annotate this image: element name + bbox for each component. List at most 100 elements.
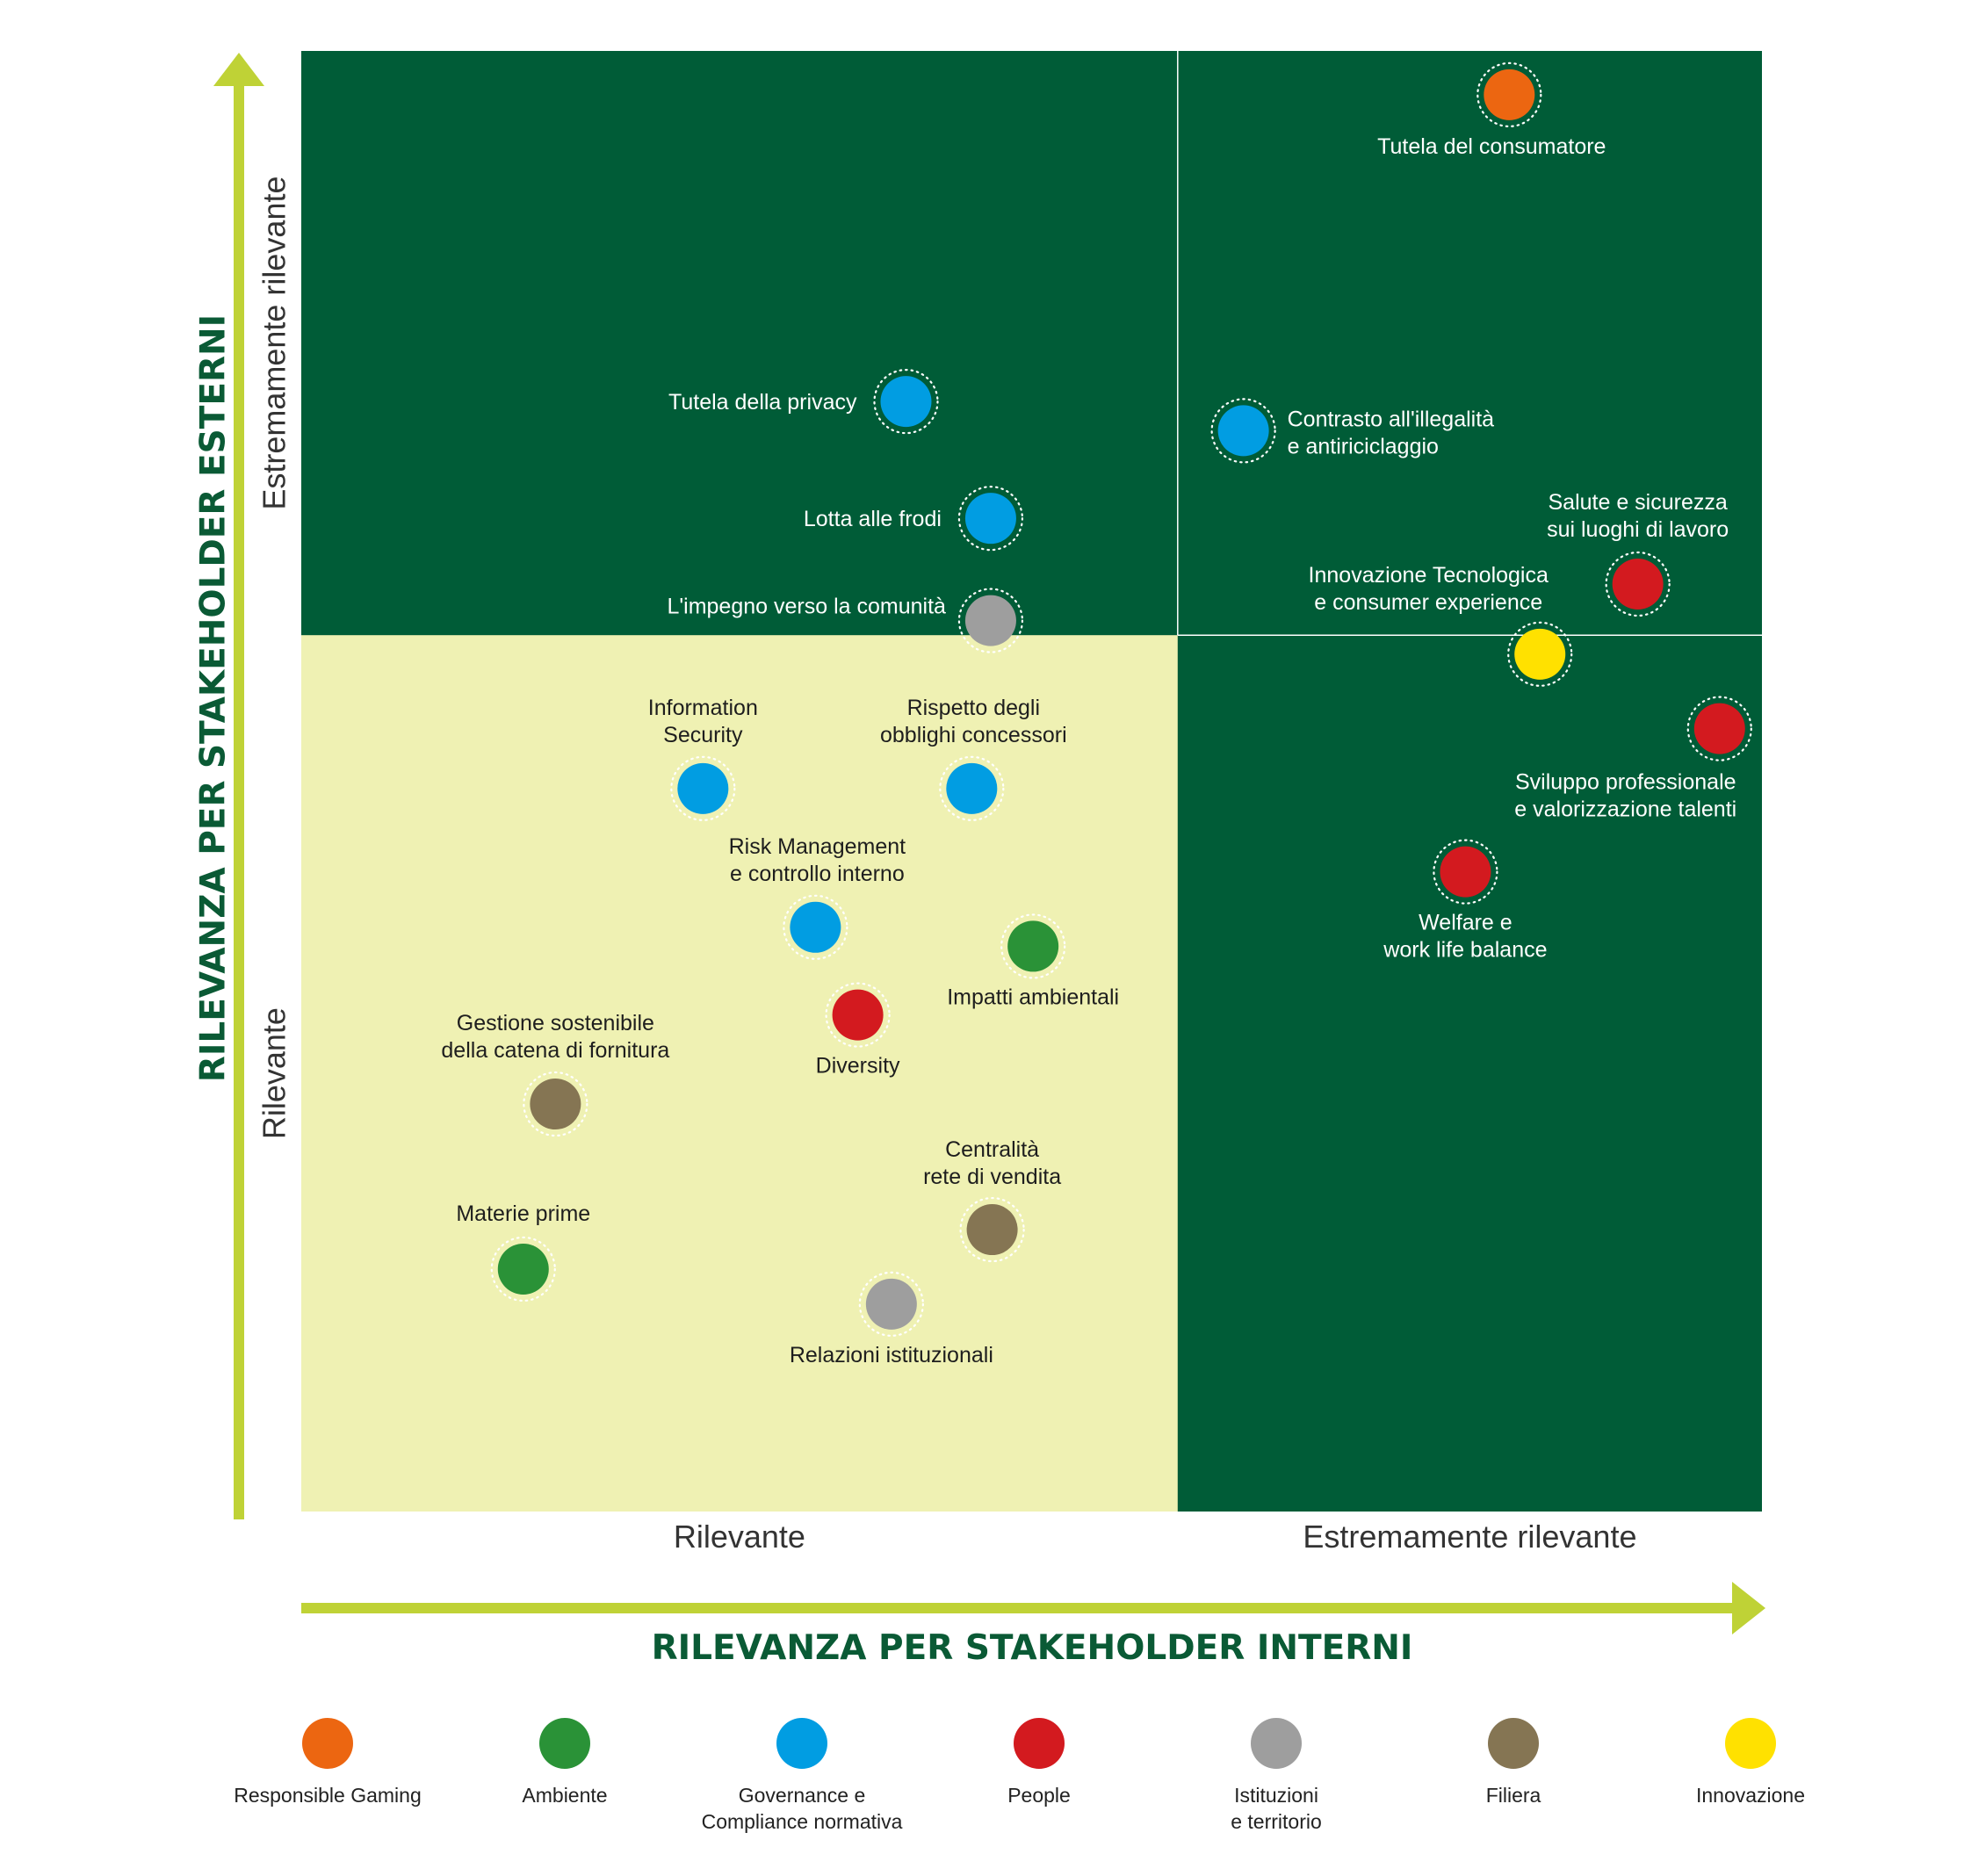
legend-item: Governance e Compliance normativa (702, 1718, 903, 1833)
legend-label-line: Innovazione (1696, 1784, 1805, 1807)
data-point-label-line: Centralità (945, 1137, 1039, 1162)
data-point-halo (1686, 696, 1752, 761)
data-point-halo (858, 1271, 924, 1337)
data-point-dot (1007, 920, 1059, 972)
data-point (957, 588, 1024, 653)
data-point (1210, 398, 1276, 464)
legend-label-line: Responsible Gaming (234, 1784, 422, 1807)
data-point-label-line: obblighi concessori (880, 723, 1067, 747)
legend-label-line: Compliance normativa (702, 1810, 903, 1833)
data-point-dot (1514, 628, 1566, 680)
data-point-label-line: Rispetto degli (907, 696, 1040, 720)
legend-label: Responsible Gaming (234, 1784, 422, 1807)
data-point-dot (1693, 703, 1745, 754)
legend-swatch (1725, 1718, 1776, 1769)
y-axis-arrow-shaft (234, 79, 244, 1519)
data-point-label: Tutela del consumatore (1377, 134, 1606, 159)
data-point-halo (670, 755, 736, 821)
x-axis-arrow-shaft (301, 1603, 1742, 1613)
data-point-label-line: Impatti ambientali (947, 985, 1119, 1009)
legend-item: Responsible Gaming (234, 1718, 422, 1807)
data-point-label: Salute e sicurezza sui luoghi di lavoro (1547, 490, 1729, 542)
data-point-label-line: Tutela del consumatore (1377, 134, 1606, 159)
y-axis-title: RILEVANZA PER STAKEHOLDER ESTERNI (194, 314, 234, 1082)
data-point-label-line: Risk Management (729, 834, 906, 859)
data-point (670, 755, 736, 821)
data-point-dot (1484, 69, 1535, 120)
data-point (1476, 61, 1542, 127)
data-point-label-line: della catena di fornitura (441, 1038, 669, 1063)
data-point-label-line: e antiriciclaggio (1288, 434, 1439, 458)
data-point-halo (1000, 913, 1066, 979)
data-point-label-line: Relazioni istituzionali (790, 1343, 993, 1367)
data-point-label: Risk Management e controllo interno (729, 834, 906, 886)
data-point-dot (790, 901, 841, 953)
data-point-label: Sviluppo professionale e valorizzazione t… (1514, 770, 1736, 822)
data-point-halo (957, 588, 1024, 653)
data-point-dot (964, 493, 1016, 545)
data-point (858, 1271, 924, 1337)
data-point-dot (1217, 405, 1269, 457)
data-point-label: Innovazione Tecnologica e consumer experi… (1309, 563, 1549, 615)
data-point (825, 982, 891, 1048)
data-point-dot (865, 1278, 917, 1330)
data-point-label-line: e valorizzazione talenti (1514, 797, 1736, 822)
legend-label-line: Governance e (739, 1784, 865, 1807)
data-point-halo (490, 1236, 556, 1302)
data-point-halo (873, 369, 939, 435)
legend-label: Governance e Compliance normativa (702, 1784, 903, 1833)
data-point-label-line: Welfare e (1419, 911, 1513, 935)
data-point-label: Centralità rete di vendita (923, 1137, 1061, 1189)
data-point-label-line: Materie prime (456, 1201, 590, 1226)
data-point-dot (530, 1079, 581, 1130)
legend-label-line: Filiera (1486, 1784, 1541, 1807)
data-point-label: Lotta alle frodi (804, 507, 942, 531)
data-point-label: Rispetto degli obblighi concessori (880, 696, 1067, 747)
data-point-label-line: L'impegno verso la comunità (667, 595, 946, 619)
legend-item: Innovazione (1696, 1718, 1805, 1807)
data-point-halo (1507, 621, 1573, 687)
legend-swatch (1014, 1718, 1065, 1769)
data-point (939, 755, 1005, 821)
legend-swatch (1251, 1718, 1302, 1769)
data-point-label: Contrasto all'illegalità e antiriciclaggi… (1288, 407, 1495, 458)
legend-label-line: e territorio (1231, 1810, 1322, 1833)
y-tick-label: Estremamente rilevante (256, 177, 292, 510)
data-point-label: Diversity (816, 1054, 900, 1079)
data-point-label-line: Salute e sicurezza (1549, 490, 1728, 515)
data-point-halo (1210, 398, 1276, 464)
data-point-label: Impatti ambientali (947, 985, 1119, 1009)
data-point-label: L'impegno verso la comunità (667, 595, 946, 619)
data-point-halo (523, 1071, 588, 1137)
data-point-label: Welfare e work life balance (1383, 911, 1547, 963)
data-point-halo (1433, 839, 1498, 905)
data-point-halo (939, 755, 1005, 821)
data-point-label: Gestione sostenibile della catena di forn… (441, 1011, 669, 1063)
data-point (1433, 839, 1498, 905)
x-tick-label: Estremamente rilevante (1303, 1519, 1636, 1555)
legend-label: Istituzioni e territorio (1231, 1784, 1322, 1833)
data-point (783, 894, 848, 960)
data-point-dot (966, 1204, 1018, 1256)
data-point-label-line: Security (663, 723, 743, 747)
data-point-dot (497, 1243, 549, 1295)
y-tick-label: Rilevante (256, 1007, 292, 1139)
legend-label: Filiera (1486, 1784, 1541, 1807)
legend-label: People (1007, 1784, 1071, 1807)
data-point-dot (946, 762, 998, 814)
data-point-label-line: Innovazione Tecnologica (1309, 563, 1549, 588)
data-point (1000, 913, 1066, 979)
data-point-dot (677, 762, 729, 814)
data-point-dot (880, 376, 932, 428)
legend-swatch (302, 1718, 353, 1769)
data-point (490, 1236, 556, 1302)
legend-item: Ambiente (522, 1718, 608, 1807)
legend-swatch (1488, 1718, 1539, 1769)
legend-item: Istituzioni e territorio (1231, 1718, 1322, 1833)
data-point-dot (964, 595, 1016, 646)
data-point (1605, 551, 1671, 617)
data-point-label-line: Lotta alle frodi (804, 507, 942, 531)
legend-item: People (1007, 1718, 1071, 1807)
legend-label-line: Ambiente (522, 1784, 607, 1807)
